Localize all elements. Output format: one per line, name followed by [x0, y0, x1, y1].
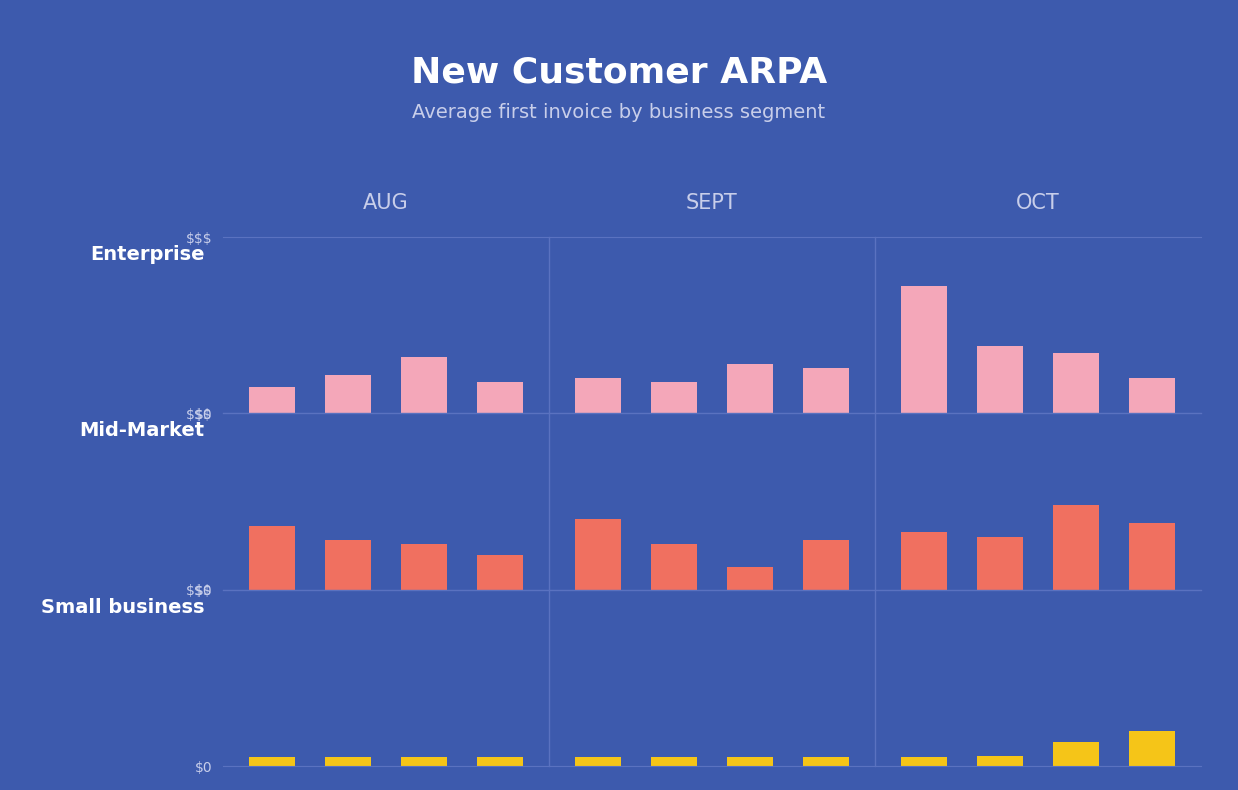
- Bar: [977, 346, 1023, 413]
- Bar: [651, 758, 697, 766]
- Bar: [977, 537, 1023, 590]
- Bar: [901, 758, 947, 766]
- Text: AUG: AUG: [363, 194, 409, 213]
- Bar: [477, 758, 522, 766]
- Bar: [249, 387, 295, 413]
- Text: SEPT: SEPT: [686, 194, 738, 213]
- Text: Average first invoice by business segment: Average first invoice by business segmen…: [412, 103, 826, 122]
- Bar: [1129, 378, 1175, 413]
- Bar: [651, 382, 697, 413]
- Bar: [1129, 523, 1175, 590]
- Bar: [727, 364, 773, 413]
- Bar: [901, 532, 947, 590]
- Bar: [803, 367, 849, 413]
- Bar: [1054, 505, 1098, 590]
- Bar: [574, 758, 620, 766]
- Bar: [651, 544, 697, 590]
- Bar: [803, 540, 849, 590]
- Bar: [1054, 353, 1098, 413]
- Bar: [477, 555, 522, 590]
- Bar: [727, 758, 773, 766]
- Text: Enterprise: Enterprise: [90, 245, 204, 264]
- Text: New Customer ARPA: New Customer ARPA: [411, 55, 827, 89]
- Bar: [401, 758, 447, 766]
- Bar: [249, 758, 295, 766]
- Bar: [326, 540, 370, 590]
- Bar: [1129, 731, 1175, 766]
- Bar: [901, 287, 947, 413]
- Bar: [803, 758, 849, 766]
- Text: Mid-Market: Mid-Market: [79, 421, 204, 440]
- Bar: [326, 374, 370, 413]
- Bar: [401, 357, 447, 413]
- Bar: [574, 378, 620, 413]
- Text: OCT: OCT: [1016, 194, 1060, 213]
- Bar: [249, 526, 295, 590]
- Text: Small business: Small business: [41, 598, 204, 617]
- Bar: [574, 519, 620, 590]
- Bar: [326, 758, 370, 766]
- Bar: [727, 567, 773, 590]
- Bar: [977, 756, 1023, 766]
- Bar: [1054, 742, 1098, 766]
- Bar: [477, 382, 522, 413]
- Bar: [401, 544, 447, 590]
